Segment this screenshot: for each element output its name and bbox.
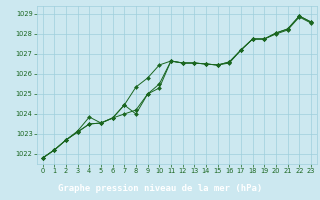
- Text: Graphe pression niveau de la mer (hPa): Graphe pression niveau de la mer (hPa): [58, 184, 262, 193]
